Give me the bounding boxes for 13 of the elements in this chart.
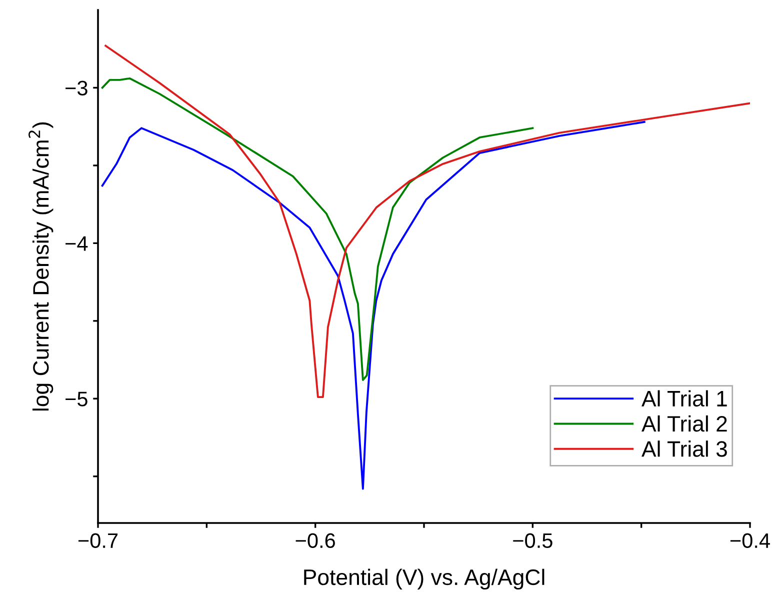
legend-label: Al Trial 1 [642, 390, 727, 407]
y-tick-label: −5 [66, 392, 88, 406]
x-tick-label: −0.4 [730, 533, 770, 548]
y-tick-label: −3 [66, 80, 88, 96]
x-axis-title: Potential (V) vs. Ag/AgCl [304, 568, 544, 590]
line-series [101, 77, 534, 381]
legend-label: Al Trial 3 [642, 440, 727, 457]
legend-label: Al Trial 2 [642, 415, 727, 432]
y-tick-label: −4 [66, 236, 88, 251]
x-tick-label: −0.7 [78, 533, 118, 548]
y-axis-title: log Current Density (mA/cm$^{2}$) [28, 122, 54, 411]
x-tick-label: −0.6 [296, 533, 335, 548]
x-tick-label: −0.5 [513, 533, 552, 548]
